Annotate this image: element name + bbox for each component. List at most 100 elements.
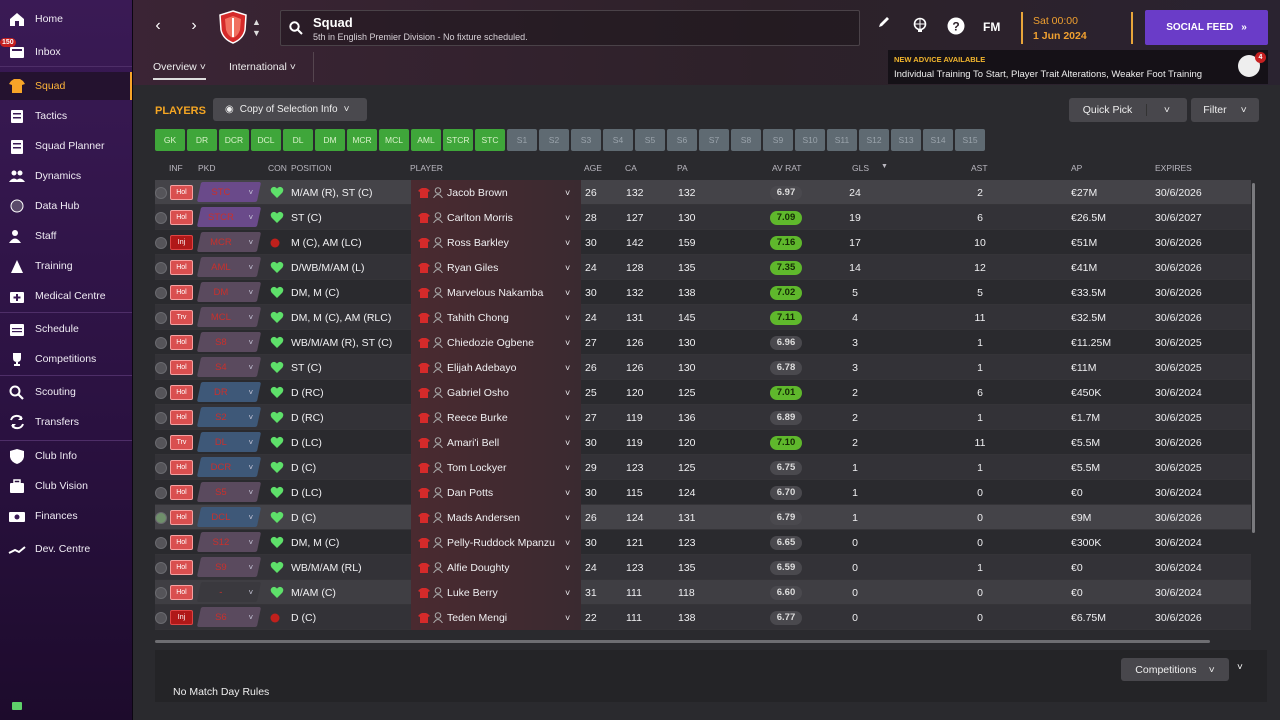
filter-button[interactable]: Filter ˅	[1191, 98, 1259, 122]
fm-logo[interactable]: FM	[983, 20, 1001, 34]
sidebar-item-scouting[interactable]: Scouting	[0, 378, 132, 406]
info-badge[interactable]: Hol	[170, 385, 193, 400]
picked-position-dropdown[interactable]: MCR ˅	[196, 232, 262, 252]
advice-banner[interactable]: NEW ADVICE AVAILABLE Individual Training…	[888, 50, 1268, 84]
chevron-down-icon[interactable]: ˅	[565, 487, 571, 498]
player-name[interactable]: Ross Barkley	[447, 236, 509, 249]
table-row[interactable]: Hol S2 ˅ D (RC) Reece Burke ˅ 27 119 136 6.89 2 1 €1…	[155, 405, 1251, 430]
sidebar-item-schedule[interactable]: Schedule	[0, 315, 132, 343]
row-select-checkbox[interactable]	[155, 211, 167, 224]
col-pkd[interactable]: PKD	[198, 163, 216, 173]
vertical-scrollbar[interactable]	[1252, 183, 1255, 533]
chevron-down-icon[interactable]: ˅	[1163, 104, 1171, 116]
chevron-down-icon[interactable]: ˅	[565, 262, 571, 273]
table-row[interactable]: Hol DCL ˅ D (C) Mads Andersen ˅ 26 124 131 6.79 1 0…	[155, 505, 1251, 530]
search-icon[interactable]	[289, 21, 303, 35]
player-name[interactable]: Ryan Giles	[447, 261, 499, 274]
chevron-down-icon[interactable]: ˅	[565, 537, 571, 548]
sidebar-item-training[interactable]: Training	[0, 252, 132, 280]
sidebar-item-medical-centre[interactable]: Medical Centre	[0, 282, 132, 310]
sidebar-item-club-vision[interactable]: Club Vision	[0, 472, 132, 500]
player-name[interactable]: Tahith Chong	[447, 311, 509, 324]
position-chip-dcl[interactable]: DCL	[251, 129, 281, 151]
player-name[interactable]: Dan Potts	[447, 486, 494, 499]
col-ca[interactable]: CA	[625, 163, 637, 173]
table-row[interactable]: Trv DL ˅ D (LC) Amari'i Bell ˅ 30 119 120 7.10 2 11…	[155, 430, 1251, 455]
table-row[interactable]: Hol STCR ˅ ST (C) Carlton Morris ˅ 28 127 130 7.0…	[155, 205, 1251, 230]
chevron-down-icon[interactable]: ˅	[565, 562, 571, 573]
col-pa[interactable]: PA	[677, 163, 688, 173]
info-badge[interactable]: Hol	[170, 485, 193, 500]
position-chip-mcr[interactable]: MCR	[347, 129, 377, 151]
table-row[interactable]: Trv MCL ˅ DM, M (C), AM (RLC) Tahith Chong ˅ 2…	[155, 305, 1251, 330]
player-name[interactable]: Elijah Adebayo	[447, 361, 517, 374]
position-chip-dcr[interactable]: DCR	[219, 129, 249, 151]
info-badge[interactable]: Hol	[170, 360, 193, 375]
up-chevron-icon[interactable]: ▲	[252, 17, 261, 27]
picked-position-dropdown[interactable]: AML ˅	[196, 257, 262, 277]
position-chip-stcr[interactable]: STCR	[443, 129, 473, 151]
sidebar-item-inbox[interactable]: Inbox	[0, 38, 132, 66]
col-position[interactable]: POSITION	[291, 163, 332, 173]
info-badge[interactable]: Hol	[170, 285, 193, 300]
picked-position-dropdown[interactable]: S9 ˅	[196, 557, 262, 577]
chevron-down-icon[interactable]: ˅	[565, 612, 571, 623]
down-chevron-icon[interactable]: ▼	[252, 28, 261, 38]
expand-chevron-icon[interactable]: ˅	[1237, 662, 1243, 673]
position-chip-s10[interactable]: S10	[795, 129, 825, 151]
col-gls[interactable]: GLS	[852, 163, 870, 173]
col-av-rat[interactable]: AV RAT	[772, 163, 802, 173]
sidebar-item-tactics[interactable]: Tactics	[0, 102, 132, 130]
club-crest-icon[interactable]	[219, 10, 247, 44]
back-arrow-icon[interactable]: ‹	[155, 17, 161, 34]
date-continue-box[interactable]: Sat 00:00 1 Jun 2024	[1021, 12, 1133, 44]
table-row[interactable]: Hol S12 ˅ DM, M (C) Pelly-Ruddock Mpanzu ˅ 30 1…	[155, 530, 1251, 555]
col-ast[interactable]: AST	[971, 163, 988, 173]
picked-position-dropdown[interactable]: S6 ˅	[196, 607, 262, 627]
quick-pick-button[interactable]: Quick Pick ˅	[1069, 98, 1187, 122]
sidebar-item-competitions[interactable]: Competitions	[0, 345, 132, 373]
row-select-checkbox[interactable]	[155, 386, 167, 399]
picked-position-dropdown[interactable]: DR ˅	[196, 382, 262, 402]
title-search-box[interactable]: Squad 5th in English Premier Division - …	[280, 10, 860, 46]
globe-icon[interactable]	[912, 17, 928, 33]
position-chip-aml[interactable]: AML	[411, 129, 441, 151]
info-badge[interactable]: Inj	[170, 610, 193, 625]
picked-position-dropdown[interactable]: S8 ˅	[196, 332, 262, 352]
position-chip-s14[interactable]: S14	[923, 129, 953, 151]
picked-position-dropdown[interactable]: S2 ˅	[196, 407, 262, 427]
row-select-checkbox[interactable]	[155, 586, 167, 599]
info-badge[interactable]: Hol	[170, 335, 193, 350]
horizontal-scrollbar[interactable]	[155, 640, 1210, 643]
chevron-down-icon[interactable]: ˅	[565, 287, 571, 298]
row-select-checkbox[interactable]	[155, 486, 167, 499]
social-feed-button[interactable]: SOCIAL FEED »	[1145, 10, 1268, 45]
info-badge[interactable]: Trv	[170, 435, 193, 450]
tab-international[interactable]: International ˅	[229, 61, 296, 73]
position-chip-s6[interactable]: S6	[667, 129, 697, 151]
col-player[interactable]: PLAYER	[410, 163, 443, 173]
chevron-down-icon[interactable]: ˅	[565, 437, 571, 448]
help-icon[interactable]: ?	[947, 17, 965, 35]
player-name[interactable]: Amari'i Bell	[447, 436, 500, 449]
position-chip-s13[interactable]: S13	[891, 129, 921, 151]
info-badge[interactable]: Hol	[170, 510, 193, 525]
table-row[interactable]: Hol DR ˅ D (RC) Gabriel Osho ˅ 25 120 125 7.01 2 6 €…	[155, 380, 1251, 405]
position-chip-s2[interactable]: S2	[539, 129, 569, 151]
info-badge[interactable]: Hol	[170, 185, 193, 200]
table-row[interactable]: Hol AML ˅ D/WB/M/AM (L) Ryan Giles ˅ 24 128 135 7…	[155, 255, 1251, 280]
player-name[interactable]: Carlton Morris	[447, 211, 513, 224]
position-chip-dm[interactable]: DM	[315, 129, 345, 151]
sidebar-item-dev-centre[interactable]: Dev. Centre	[0, 535, 132, 563]
table-row[interactable]: Hol - ˅ M/AM (C) Luke Berry ˅ 31 111 118 6.60 0 0 €0…	[155, 580, 1251, 605]
info-badge[interactable]: Trv	[170, 310, 193, 325]
picked-position-dropdown[interactable]: S4 ˅	[196, 357, 262, 377]
picked-position-dropdown[interactable]: DM ˅	[196, 282, 262, 302]
chevron-down-icon[interactable]: ˅	[565, 212, 571, 223]
row-select-checkbox[interactable]	[155, 286, 167, 299]
sidebar-item-staff[interactable]: Staff	[0, 222, 132, 250]
chevron-down-icon[interactable]: ˅	[565, 237, 571, 248]
picked-position-dropdown[interactable]: STCR ˅	[196, 207, 262, 227]
player-name[interactable]: Reece Burke	[447, 411, 508, 424]
table-row[interactable]: Hol DCR ˅ D (C) Tom Lockyer ˅ 29 123 125 6.75 1 1 €5…	[155, 455, 1251, 480]
